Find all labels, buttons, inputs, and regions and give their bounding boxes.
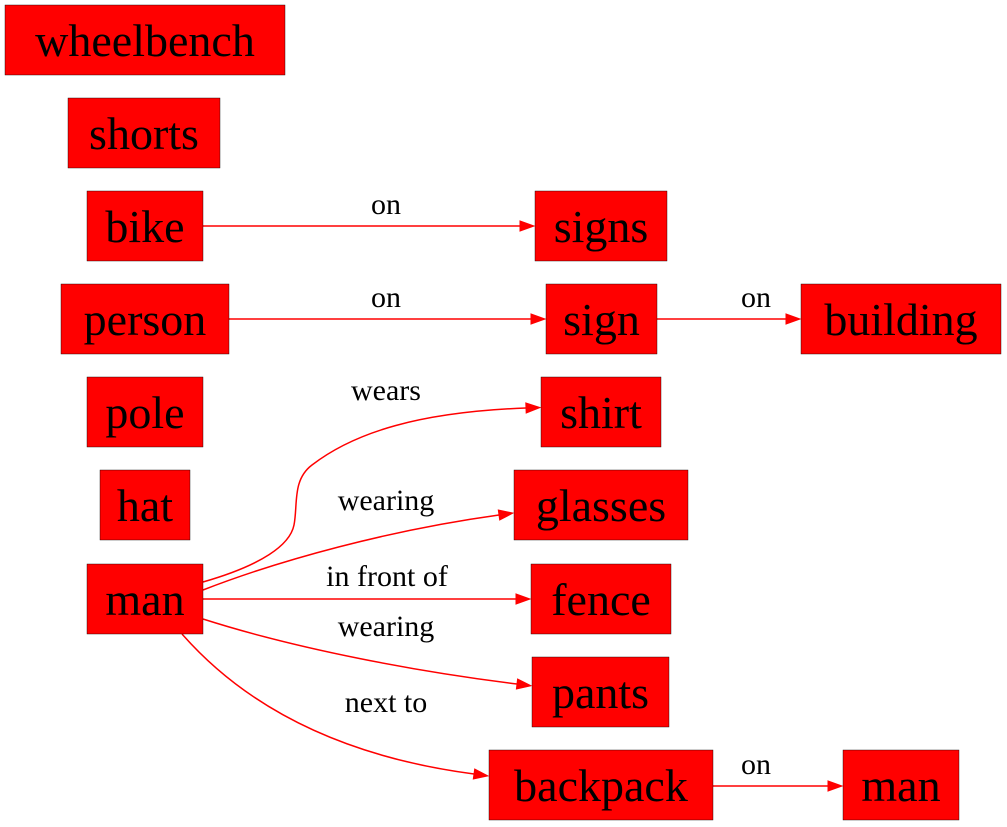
node-label: backpack: [514, 760, 688, 811]
edge-man-backpack: next to: [181, 633, 490, 780]
node-box: [530, 563, 672, 635]
node-label: shorts: [89, 108, 199, 159]
edge-label: on: [741, 748, 771, 781]
edge-sign-building: on: [657, 281, 802, 325]
node-label: shirt: [560, 387, 642, 438]
edge-line: [202, 514, 500, 591]
edge-man-glasses: wearing: [202, 484, 515, 591]
node-label: person: [84, 294, 207, 345]
edge-man-shirt: wears: [202, 374, 542, 583]
edge-bike-signs: on: [203, 188, 536, 232]
node-glasses: glasses: [513, 469, 689, 541]
node-shirt: shirt: [540, 376, 662, 448]
edge-line: [202, 618, 518, 685]
node-box: [513, 469, 689, 541]
node-label: pole: [105, 387, 184, 438]
nodes-layer: wheelbench shorts bike signs person sign build…: [4, 4, 1002, 821]
node-backpack: backpack: [488, 749, 714, 821]
node-box: [4, 4, 286, 76]
node-wheelbench: wheelbench: [4, 4, 286, 76]
node-box: [540, 376, 662, 448]
node-label: sign: [563, 294, 640, 345]
node-box: [800, 283, 1002, 355]
node-label: man: [105, 574, 184, 625]
edge-line: [202, 407, 527, 583]
node-bike: bike: [86, 190, 204, 262]
arrow-head-icon: [472, 768, 490, 780]
node-label: pants: [552, 667, 649, 718]
node-label: glasses: [536, 480, 666, 531]
edge-man-fence: in front of: [203, 560, 532, 605]
node-sign: sign: [545, 283, 658, 355]
arrow-head-icon: [827, 780, 844, 792]
arrow-head-icon: [497, 509, 515, 521]
edge-man-pants: wearing: [202, 610, 533, 690]
node-pole: pole: [86, 376, 204, 448]
node-box: [488, 749, 714, 821]
edge-label: on: [371, 281, 401, 314]
arrow-head-icon: [515, 593, 532, 605]
node-box: [86, 190, 204, 262]
node-box: [842, 749, 960, 821]
node-box: [86, 376, 204, 448]
node-label: wheelbench: [35, 15, 255, 66]
node-box: [86, 563, 204, 635]
edge-label: in front of: [326, 560, 448, 593]
node-label: man: [861, 760, 940, 811]
node-label: building: [824, 294, 977, 345]
edge-line: [181, 633, 475, 775]
arrow-head-icon: [530, 313, 547, 325]
arrow-head-icon: [525, 402, 542, 414]
arrow-head-icon: [785, 313, 802, 325]
node-box: [99, 469, 191, 541]
node-box: [67, 97, 221, 169]
node-box: [60, 283, 230, 355]
node-box: [531, 656, 670, 728]
node-person: person: [60, 283, 230, 355]
edges-layer: on on on wears wearing in front of wearing next…: [181, 188, 844, 792]
node-pants: pants: [531, 656, 670, 728]
node-label: bike: [105, 201, 184, 252]
node-box: [534, 190, 668, 262]
node-signs: signs: [534, 190, 668, 262]
edge-label: on: [741, 281, 771, 314]
node-man: man: [86, 563, 204, 635]
edge-label: on: [371, 188, 401, 221]
node-label: hat: [117, 480, 173, 531]
edge-person-sign: on: [229, 281, 547, 325]
node-shorts: shorts: [67, 97, 221, 169]
edge-label: next to: [345, 686, 428, 719]
node-fence: fence: [530, 563, 672, 635]
node-box: [545, 283, 658, 355]
edge-label: wears: [351, 374, 421, 407]
arrow-head-icon: [519, 220, 536, 232]
node-label: fence: [551, 574, 651, 625]
edge-label: wearing: [338, 610, 435, 643]
edge-label: wearing: [338, 484, 435, 517]
node-hat: hat: [99, 469, 191, 541]
arrow-head-icon: [515, 678, 533, 690]
node-building: building: [800, 283, 1002, 355]
node-label: signs: [554, 201, 649, 252]
edge-backpack-man2: on: [713, 748, 844, 792]
node-man2: man: [842, 749, 960, 821]
